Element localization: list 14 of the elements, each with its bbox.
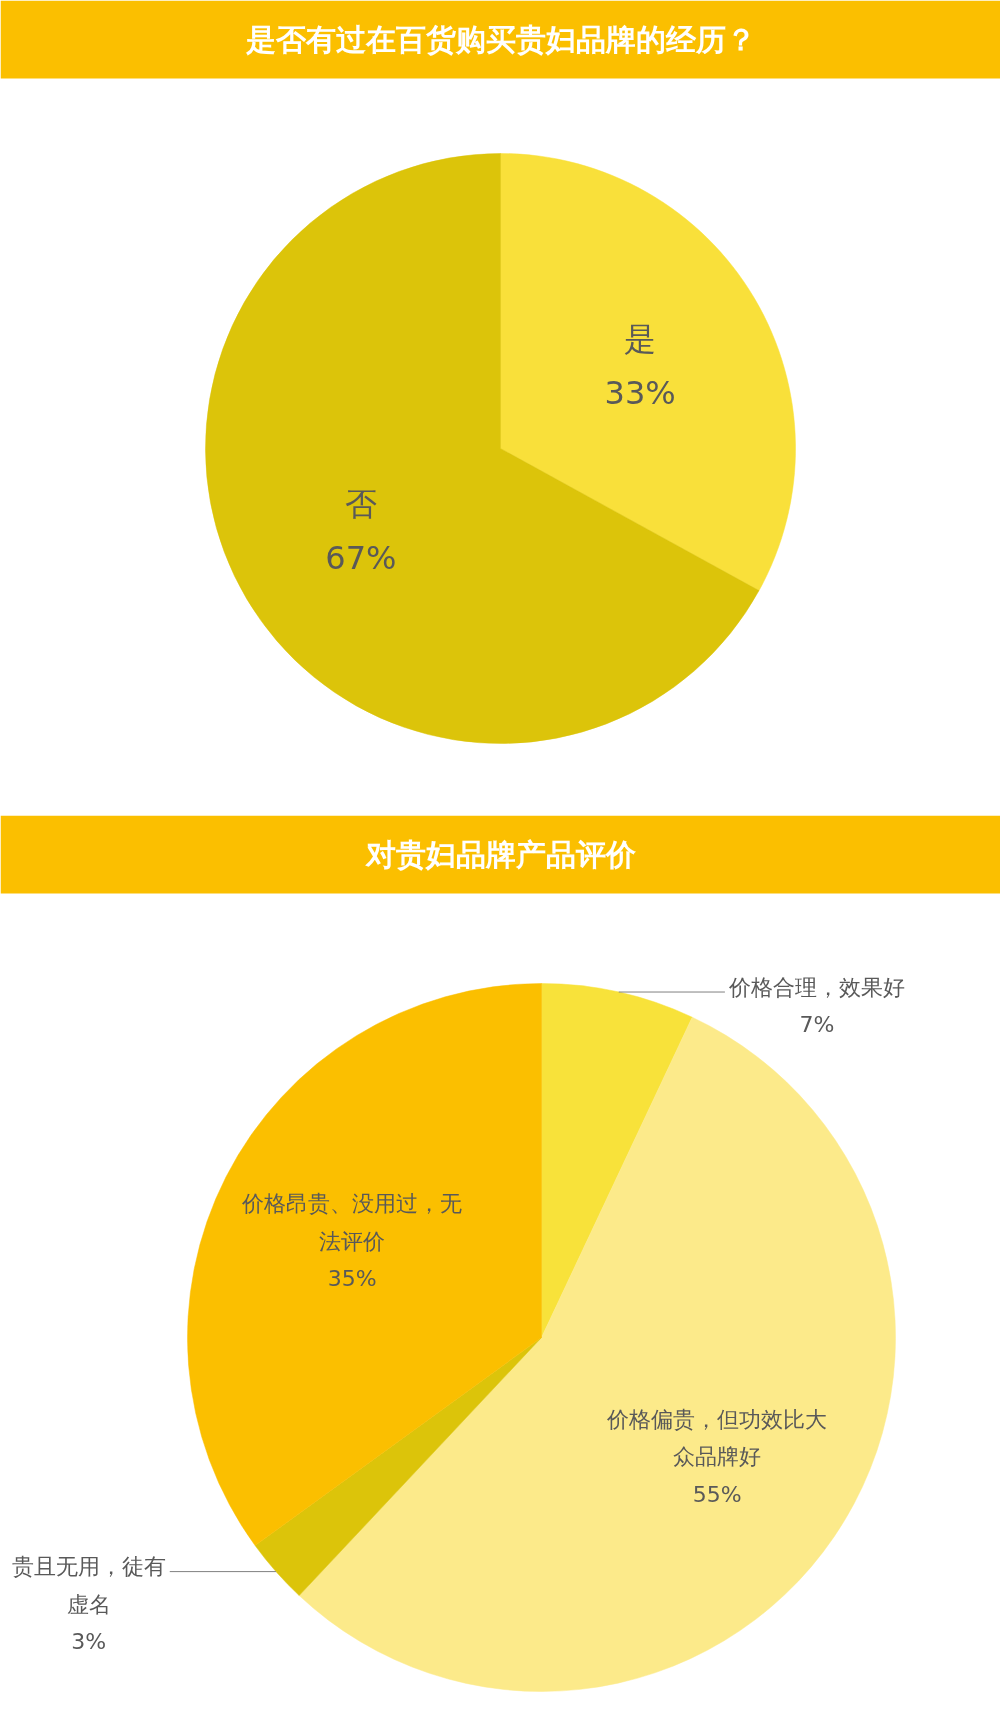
- slice-label: 价格合理，效果好: [727, 974, 905, 1000]
- data-label: 3%: [71, 1628, 107, 1654]
- slice-label: 价格昂贵、没用过，无法评价: [241, 1191, 463, 1254]
- chart-title: 对贵妇品牌产品评价: [364, 837, 637, 872]
- chart-title: 是否有过在百货购买贵妇品牌的经历？: [244, 22, 756, 57]
- slice-label: 是: [624, 319, 657, 358]
- slice-label: 价格偏贵，但功效比大众品牌好: [606, 1406, 828, 1470]
- data-label: 7%: [799, 1011, 835, 1037]
- data-label: 67%: [325, 539, 397, 578]
- data-label: 35%: [327, 1265, 377, 1291]
- data-label: 55%: [692, 1481, 742, 1507]
- data-label: 33%: [604, 374, 676, 413]
- slice-label: 贵且无用，徒有虚名: [11, 1554, 166, 1617]
- slice-label: 否: [344, 484, 377, 523]
